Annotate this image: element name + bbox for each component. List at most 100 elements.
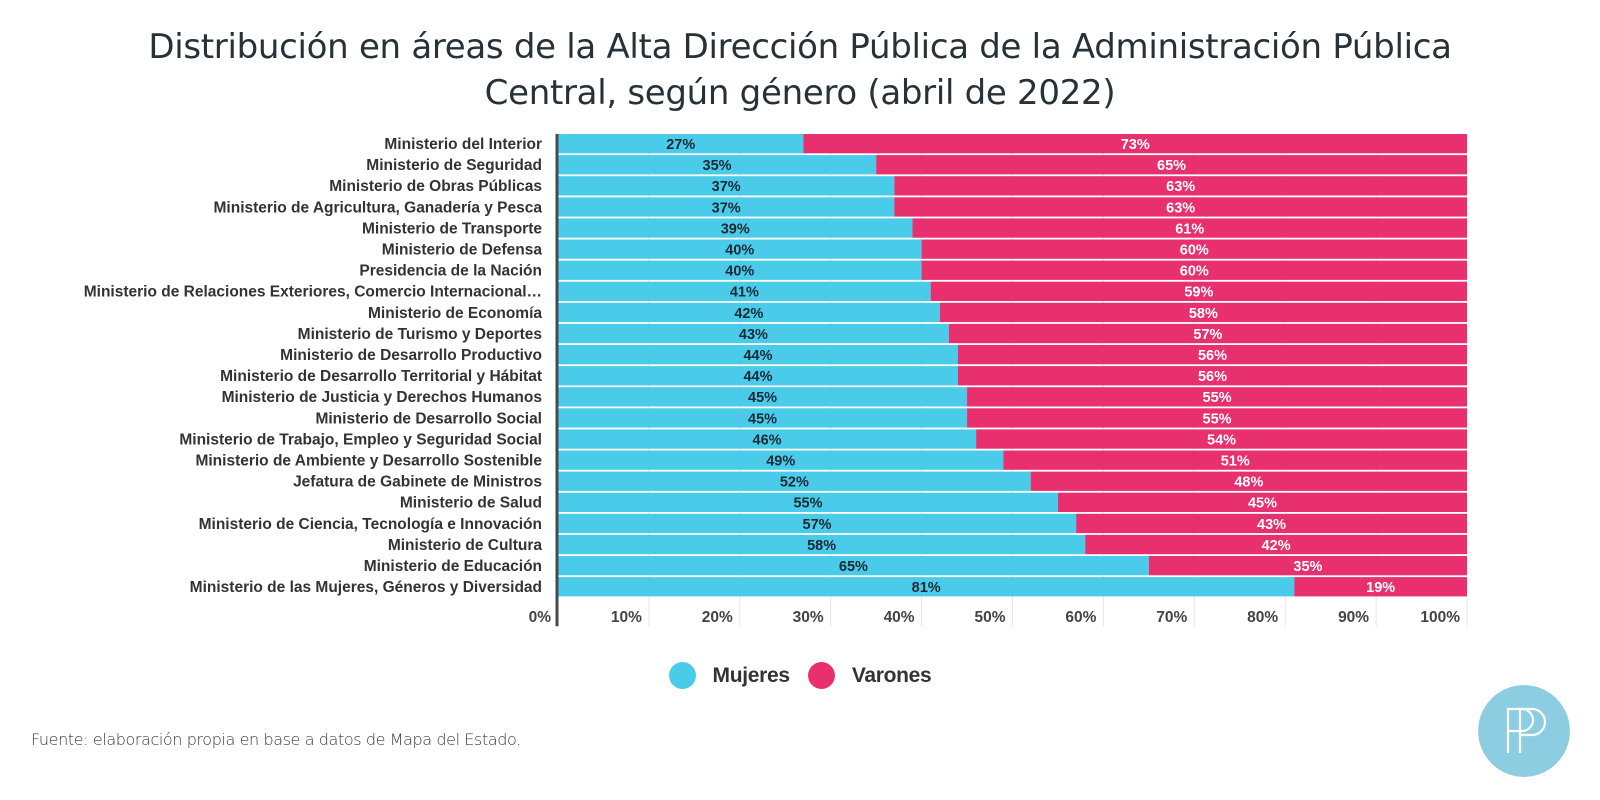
data-label-varones: 45% xyxy=(1248,496,1277,512)
data-label-varones: 65% xyxy=(1157,158,1186,174)
bar-mujeres xyxy=(558,366,958,386)
data-label-varones: 51% xyxy=(1221,454,1250,470)
x-tick-label: 80% xyxy=(1247,609,1278,626)
logo-pp-icon xyxy=(1506,707,1547,753)
bar-varones xyxy=(1030,471,1467,491)
category-label: Ministerio de Salud xyxy=(400,495,542,512)
source-note: Fuente: elaboración propia en base a dat… xyxy=(31,730,521,749)
bar-mujeres xyxy=(558,471,1031,491)
bar-varones xyxy=(912,218,1467,238)
chart-title-line-2: Central, según género (abril de 2022) xyxy=(484,73,1116,113)
legend: Mujeres Varones xyxy=(0,662,1600,689)
data-label-varones: 63% xyxy=(1166,179,1195,195)
bar-mujeres xyxy=(558,534,1086,555)
data-label-mujeres: 44% xyxy=(743,369,772,385)
category-label: Ministerio de Relaciones Exteriores, Com… xyxy=(84,284,542,301)
bar-mujeres xyxy=(558,260,922,280)
data-label-varones: 54% xyxy=(1207,432,1236,448)
data-label-mujeres: 45% xyxy=(748,411,777,427)
x-axis-ticks: 0% 10% 20% 30% 40% 50% 60% 70% 80% 90% 100% xyxy=(529,609,1461,626)
data-label-varones: 48% xyxy=(1234,475,1263,491)
data-label-varones: 57% xyxy=(1193,327,1222,343)
category-label: Ministerio de las Mujeres, Géneros y Div… xyxy=(190,579,542,596)
data-label-varones: 63% xyxy=(1166,200,1195,216)
data-label-mujeres: 39% xyxy=(721,221,750,237)
data-label-varones: 60% xyxy=(1180,243,1209,259)
category-label: Jefatura de Gabinete de Ministros xyxy=(293,474,542,491)
bar-varones xyxy=(976,429,1467,449)
data-label-varones: 43% xyxy=(1257,517,1286,533)
category-label: Ministerio de Cultura xyxy=(388,537,543,554)
bar-mujeres xyxy=(558,197,895,217)
category-label: Ministerio de Trabajo, Empleo y Segurida… xyxy=(179,431,542,448)
category-label: Ministerio de Educación xyxy=(364,558,542,575)
bar-varones xyxy=(939,302,1467,323)
category-label: Ministerio de Ambiente y Desarrollo Sost… xyxy=(195,453,542,470)
data-label-varones: 60% xyxy=(1180,264,1209,280)
data-label-mujeres: 44% xyxy=(743,348,772,364)
legend-item-mujeres[interactable]: Mujeres xyxy=(668,662,790,689)
legend-item-varones[interactable]: Varones xyxy=(807,662,932,689)
bar-varones xyxy=(1003,450,1467,470)
x-tick-label: 10% xyxy=(611,609,642,626)
bar-mujeres xyxy=(558,429,977,449)
bar-varones xyxy=(957,345,1467,365)
x-tick-label: 20% xyxy=(702,609,733,626)
bar-mujeres xyxy=(558,450,1004,470)
category-label: Ministerio de Seguridad xyxy=(366,157,542,174)
bar-varones xyxy=(967,408,1467,428)
chart-title-line-1: Distribución en áreas de la Alta Direcci… xyxy=(148,27,1452,67)
bar-varones xyxy=(1085,534,1467,555)
bar-mujeres xyxy=(558,345,958,365)
bar-varones xyxy=(876,155,1467,175)
category-label: Ministerio de Economía xyxy=(368,305,542,322)
data-label-varones: 19% xyxy=(1366,580,1395,596)
category-label: Ministerio de Turismo y Deportes xyxy=(298,326,542,343)
data-label-mujeres: 52% xyxy=(780,475,809,491)
bar-mujeres xyxy=(558,302,940,323)
data-label-mujeres: 81% xyxy=(912,580,941,596)
bar-mujeres xyxy=(558,408,968,428)
data-label-mujeres: 40% xyxy=(725,243,754,259)
x-tick-label: 100% xyxy=(1420,609,1460,626)
bar-mujeres xyxy=(558,577,1295,597)
category-label: Ministerio de Transporte xyxy=(362,220,542,237)
data-label-mujeres: 27% xyxy=(666,137,695,153)
data-label-varones: 59% xyxy=(1184,285,1213,301)
data-label-varones: 56% xyxy=(1198,348,1227,364)
data-label-mujeres: 40% xyxy=(725,264,754,280)
x-tick-label: 0% xyxy=(529,609,552,626)
data-label-varones: 61% xyxy=(1175,221,1204,237)
x-tick-label: 70% xyxy=(1156,609,1187,626)
category-label: Ministerio del Interior xyxy=(384,136,542,153)
category-label: Ministerio de Justicia y Derechos Humano… xyxy=(222,389,542,406)
category-label: Ministerio de Desarrollo Productivo xyxy=(280,347,542,364)
bar-varones xyxy=(894,197,1467,217)
bars: 27% 73% 35% 65% 37% 63% 37% 63% 39% 61% 40% 60% 40% 6… xyxy=(558,134,1467,597)
category-label: Ministerio de Obras Públicas xyxy=(329,178,542,195)
bar-varones xyxy=(894,176,1467,196)
bar-varones xyxy=(921,260,1467,280)
data-label-mujeres: 35% xyxy=(703,158,732,174)
bar-varones xyxy=(1057,492,1467,512)
bar-varones xyxy=(1148,556,1467,576)
bar-mujeres xyxy=(558,218,913,238)
logo xyxy=(1478,685,1570,777)
category-label: Presidencia de la Nación xyxy=(359,263,542,280)
data-label-varones: 35% xyxy=(1293,559,1322,575)
data-label-varones: 56% xyxy=(1198,369,1227,385)
bar-mujeres xyxy=(558,239,922,259)
category-label: Ministerio de Desarrollo Social xyxy=(315,410,542,427)
data-label-mujeres: 58% xyxy=(807,538,836,554)
bar-varones xyxy=(957,366,1467,386)
legend-swatch-varones xyxy=(807,662,835,689)
category-label: Ministerio de Ciencia, Tecnología e Inno… xyxy=(199,516,542,533)
x-tick-label: 90% xyxy=(1338,609,1369,626)
bar-mujeres xyxy=(558,492,1058,512)
bar-mujeres xyxy=(558,281,931,301)
data-label-varones: 58% xyxy=(1189,306,1218,322)
x-tick-label: 30% xyxy=(793,609,824,626)
data-label-varones: 55% xyxy=(1203,390,1232,406)
legend-swatch-mujeres xyxy=(668,662,696,689)
bar-mujeres xyxy=(558,323,949,344)
